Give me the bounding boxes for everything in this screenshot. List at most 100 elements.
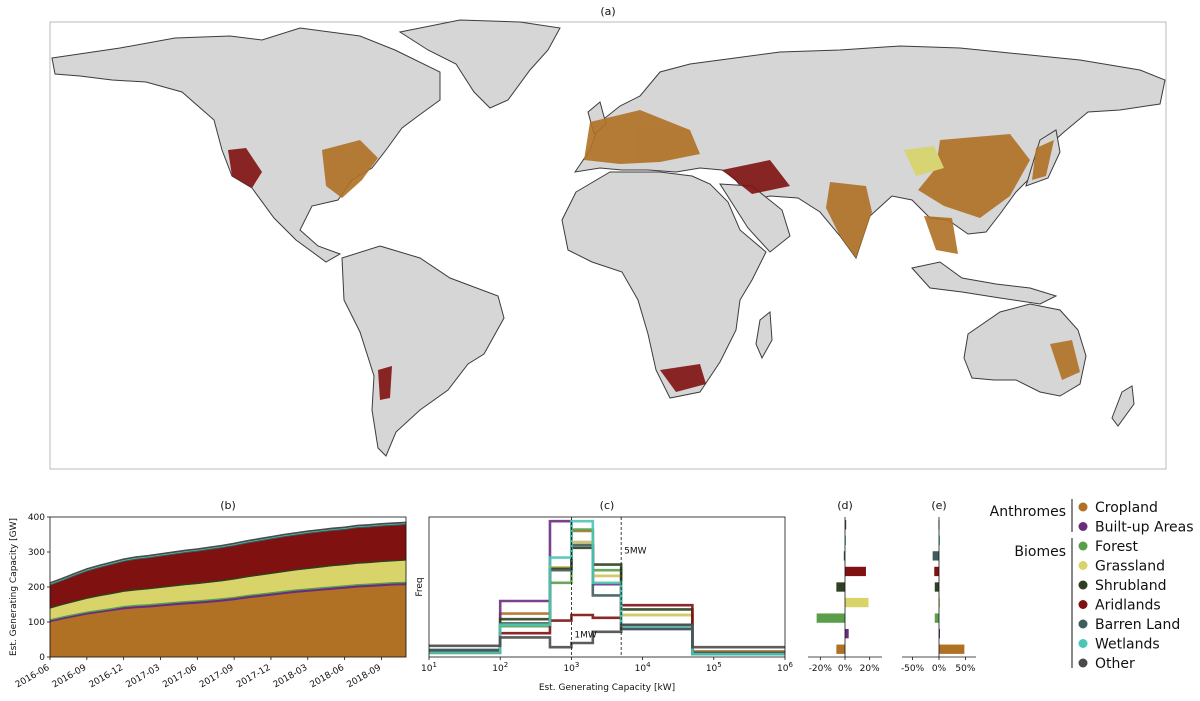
panel-b-title: (b): [220, 499, 236, 512]
panel-b-ytick-label: 100: [28, 618, 45, 628]
legend-label-wetlands: Wetlands: [1095, 637, 1160, 653]
cluster-sea: [924, 216, 958, 254]
legend-swatch-other: [1078, 658, 1088, 668]
panel-c-vlines: 1MW 5MW: [571, 517, 647, 657]
cluster-india: [826, 182, 872, 258]
panel-b-ytick-label: 400: [28, 513, 45, 523]
panel-c-xlabel: Est. Generating Capacity [kW]: [539, 683, 675, 693]
panel-e-title: (e): [931, 499, 946, 512]
legend-swatch-shrubland: [1078, 580, 1088, 590]
xtick-label: 0%: [838, 664, 853, 674]
panel-b-ytick-label: 0: [39, 653, 45, 663]
legend-label-other: Other: [1095, 656, 1135, 672]
cluster-japan: [1032, 140, 1054, 180]
landmass-south-america: [341, 245, 505, 457]
hist-aridlands: [429, 603, 785, 655]
legend-group-biomes: Biomes: [1014, 544, 1066, 560]
panel-c-xtick-label: 101: [421, 661, 437, 674]
cluster-europe: [584, 110, 700, 164]
landmass-indonesia: [911, 261, 1058, 305]
legend-label-grassland: Grassland: [1095, 559, 1165, 575]
bar-aridlands: [934, 566, 939, 577]
panel-b-xtick-label: 2017-03: [124, 663, 162, 690]
bar-other: [845, 520, 847, 530]
legend-swatch-built-up-areas: [1078, 522, 1088, 531]
panel-e-axis: -50% 0% 50%: [901, 517, 976, 674]
panel-b-xtick-label: 2018-09: [345, 663, 383, 691]
chart-panel-c: (c) 1MW 5MW 101 102 103 104 105 106 Est. Gener…: [415, 499, 793, 693]
panel-c-xticks: 101 102 103 104 105 106: [421, 657, 793, 674]
cluster-middle-east: [722, 160, 790, 194]
landmass-greenland: [398, 19, 561, 109]
bar-wetlands: [939, 535, 940, 545]
panel-b-ytick-label: 300: [28, 548, 45, 558]
installation-clusters: [228, 110, 1080, 400]
chart-panel-e: (e) -50% 0% 50%: [901, 499, 976, 674]
panel-b-xtick-label: 2016-06: [14, 663, 52, 691]
landmass-australia: [963, 303, 1087, 397]
hist-forest: [429, 528, 785, 656]
bar-forest: [816, 613, 845, 623]
landmass-new-zealand: [1111, 385, 1135, 427]
hist-other: [429, 623, 785, 649]
bar-barren-land: [843, 551, 845, 561]
map-land: [51, 19, 1166, 457]
legend-label-barren-land: Barren Land: [1095, 617, 1180, 633]
cluster-china-grass: [904, 146, 944, 176]
panel-e-bars: [932, 520, 965, 654]
legend-label-forest: Forest: [1095, 539, 1138, 555]
panel-b-xtick-label: 2016-12: [88, 663, 126, 690]
hist-shrubland: [429, 546, 785, 656]
bar-grassland: [939, 597, 940, 608]
panel-b-ytick-label: 200: [28, 583, 45, 593]
panel-b-areas: [49, 521, 407, 658]
panel-c-title: (c): [600, 499, 615, 512]
panel-b-ylabel: Est. Generating Capacity [GW]: [9, 518, 19, 656]
map-panel: (a): [49, 5, 1167, 470]
panel-c-lines: [429, 519, 785, 656]
panel-b-xtick-label: 2018-03: [272, 663, 310, 690]
chart-panel-b: (b) 0 100 200 300 400 2016-06 2016-09 2016-12 2…: [9, 499, 407, 690]
panel-b-xtick-label: 2017-12: [235, 663, 273, 690]
hist-barren-land: [429, 543, 785, 655]
panel-d-bars: [816, 520, 869, 654]
panel-b-yticks: 0 100 200 300 400: [28, 513, 50, 663]
panel-b-xtick-label: 2017-09: [198, 663, 236, 691]
panel-b-xtick-label: 2017-06: [161, 663, 199, 691]
hist-cropland: [429, 529, 785, 653]
bar-wetlands: [845, 535, 846, 545]
bar-built-up-areas: [939, 629, 940, 639]
xtick-label: 20%: [860, 664, 880, 674]
panel-d-title: (d): [837, 499, 853, 512]
legend-swatch-forest: [1078, 541, 1088, 551]
bar-shrubland: [934, 582, 939, 592]
panel-c-ylabel: Freq: [415, 577, 425, 596]
panel-b-xticks: 2016-06 2016-09 2016-12 2017-03 2017-06 2017-…: [14, 657, 383, 690]
vline-label-5MW: 5MW: [624, 546, 646, 556]
hist-wetlands: [429, 519, 785, 656]
legend-swatch-cropland: [1078, 502, 1088, 512]
legend-label-shrubland: Shrubland: [1095, 578, 1167, 594]
xtick-label: 50%: [955, 664, 975, 674]
legend: Anthromes Biomes Cropland Built-up Areas F…: [990, 499, 1194, 672]
cluster-china: [918, 134, 1030, 218]
bar-shrubland: [836, 582, 845, 592]
landmass-madagascar: [755, 311, 773, 360]
panel-c-xtick-label: 102: [492, 661, 508, 674]
legend-swatch-grassland: [1078, 561, 1088, 570]
legend-group-anthromes: Anthromes: [990, 504, 1066, 520]
cluster-usa-west: [228, 148, 262, 188]
panel-c-xtick-label: 104: [635, 661, 651, 674]
panel-c-xtick-label: 105: [706, 661, 722, 674]
bar-cropland: [836, 644, 845, 654]
legend-label-aridlands: Aridlands: [1095, 598, 1161, 614]
bar-cropland: [939, 644, 965, 654]
vline-label-1MW: 1MW: [574, 630, 596, 640]
panel-b-xtick-label: 2018-06: [309, 663, 347, 691]
bar-built-up-areas: [845, 629, 849, 639]
cluster-south-africa: [660, 364, 706, 392]
map-title: (a): [600, 5, 615, 18]
panel-c-xtick-label: 106: [777, 661, 793, 674]
legend-label-built-up-areas: Built-up Areas: [1095, 520, 1194, 536]
